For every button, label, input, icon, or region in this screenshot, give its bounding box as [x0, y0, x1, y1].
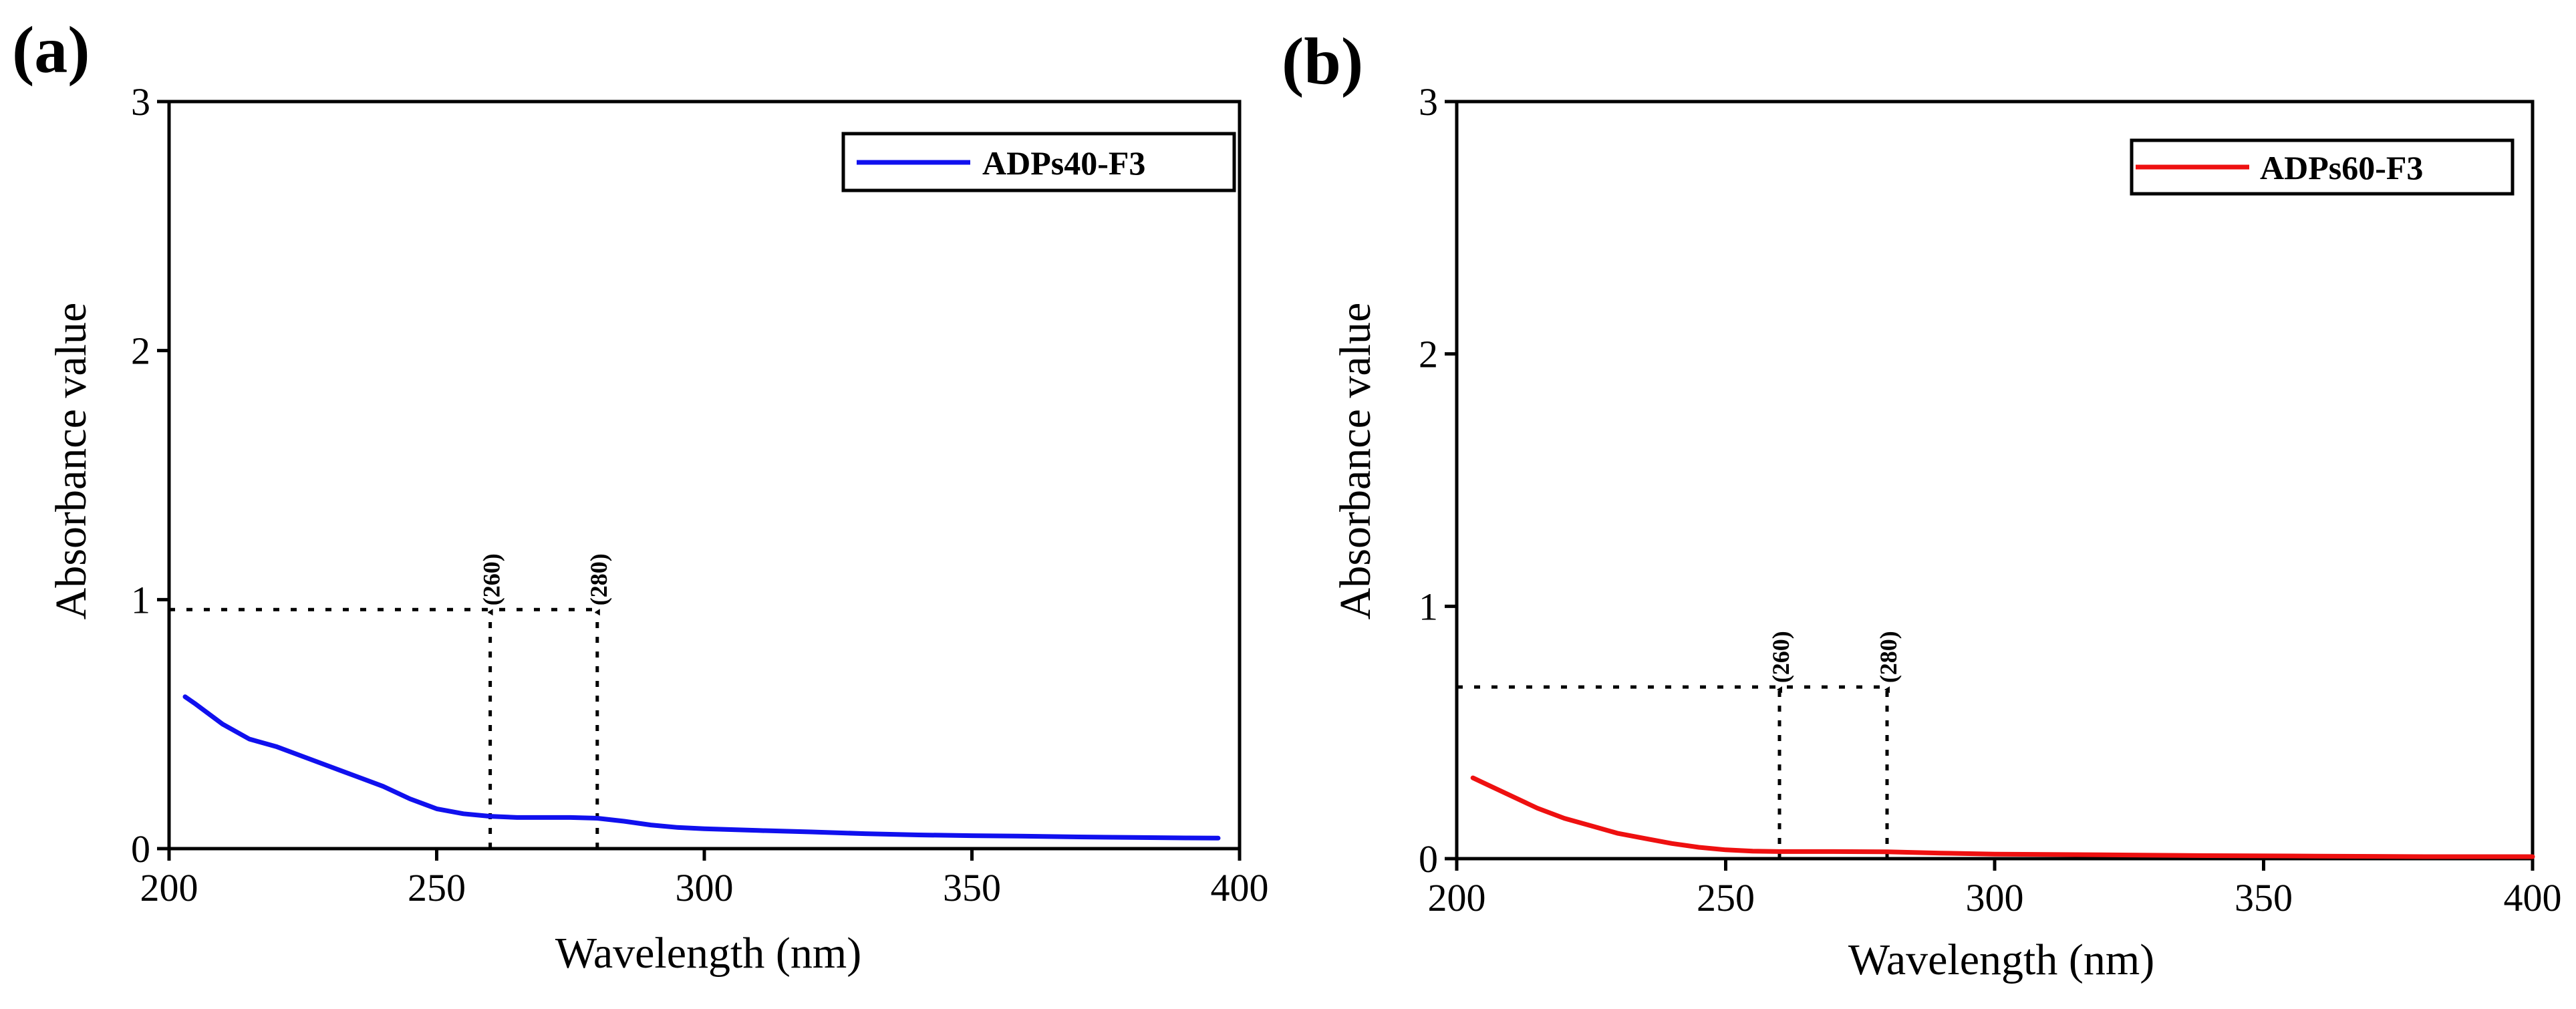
legend-label: ADPs40-F3: [982, 144, 1145, 182]
x-axis-title: Wavelength (nm): [555, 929, 861, 978]
annotation-label: (280): [585, 553, 612, 605]
x-tick-label: 200: [1428, 876, 1486, 919]
x-tick-label: 250: [408, 866, 466, 909]
y-tick-label: 1: [1419, 585, 1438, 628]
plot-frame: [167, 100, 1242, 851]
legend: ADPs60-F3: [2130, 138, 2515, 196]
y-tick-label: 3: [1419, 80, 1438, 124]
panel-label: (b): [1282, 24, 1363, 98]
plot-frame: [1455, 100, 2535, 861]
x-tick-label: 250: [1697, 876, 1755, 919]
annotation-label: (260): [1767, 631, 1794, 683]
x-tick-label: 350: [943, 866, 1001, 909]
y-tick-label: 2: [131, 329, 150, 373]
x-tick-label: 350: [2235, 876, 2293, 919]
x-tick-label: 300: [676, 866, 734, 909]
chart-panel-a: (a) Absorbance value Wavelength (nm) 200…: [12, 13, 1269, 978]
series-line: [1470, 775, 2535, 859]
x-tick-label: 400: [1211, 866, 1269, 909]
x-tick-label: 400: [2504, 876, 2562, 919]
legend: ADPs40-F3: [841, 132, 1236, 192]
y-axis-title: Absorbance value: [1331, 303, 1380, 620]
y-tick-label: 0: [131, 827, 150, 871]
y-axis-title: Absorbance value: [47, 303, 96, 620]
x-tick-label: 200: [140, 866, 198, 909]
series-line: [182, 694, 1221, 841]
annotation-label: (280): [1875, 631, 1902, 683]
y-tick-label: 1: [131, 578, 150, 621]
y-tick-label: 0: [1419, 837, 1438, 881]
panel-label: (a): [12, 13, 90, 87]
chart-panel-b: (b) Absorbance value Wavelength (nm) 200…: [1282, 24, 2562, 984]
annotation-label: (260): [478, 553, 505, 605]
y-tick-label: 3: [131, 80, 150, 124]
x-tick-label: 300: [1966, 876, 2024, 919]
y-tick-label: 2: [1419, 333, 1438, 376]
x-axis-title: Wavelength (nm): [1848, 935, 2154, 984]
legend-label: ADPs60-F3: [2260, 149, 2423, 186]
